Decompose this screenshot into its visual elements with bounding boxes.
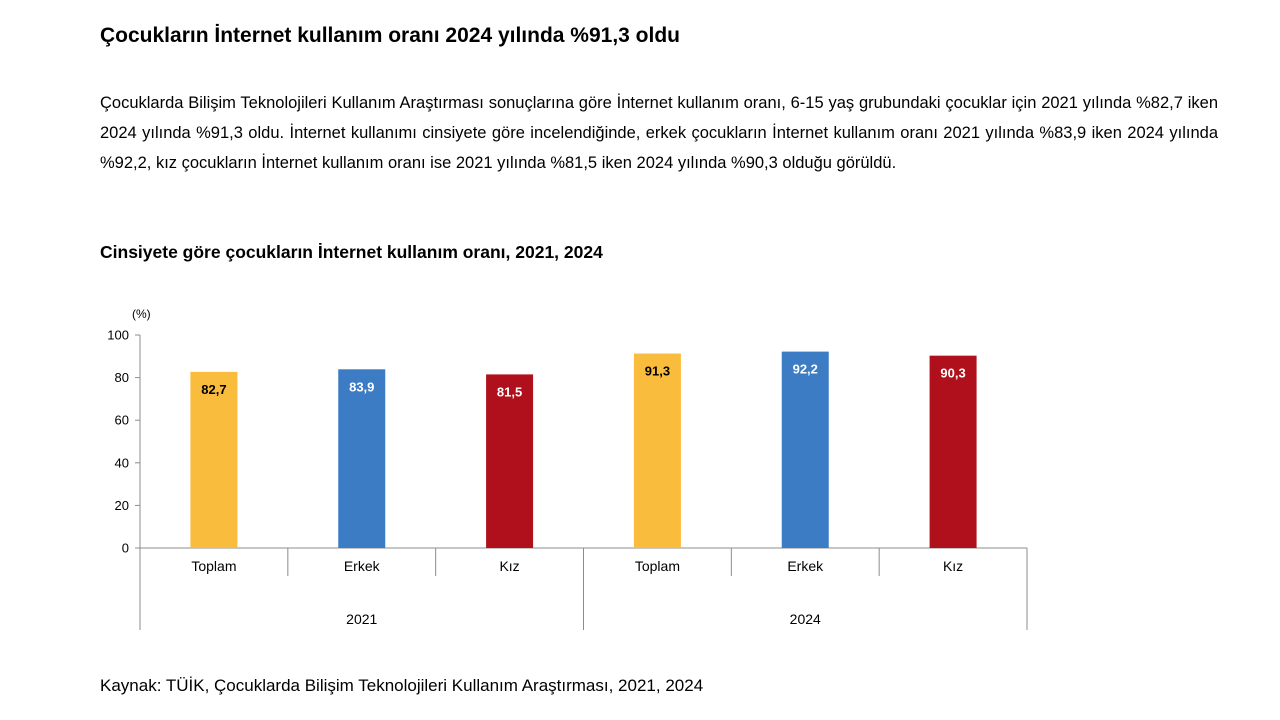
x-group-label: 2021 — [346, 611, 377, 627]
bar-kız-2024 — [929, 355, 977, 548]
x-category-label: Erkek — [344, 558, 381, 574]
x-category-label: Kız — [499, 558, 519, 574]
bar-toplam-2024 — [633, 353, 681, 548]
y-axis-unit-label: (%) — [132, 307, 151, 321]
bar-chart: 0 20 40 60 80 100(%) 82,7 Toplam 83,9 Erkek 81,5 Kı… — [107, 307, 1028, 630]
bar-erkek-2021 — [338, 369, 386, 548]
y-tick-label: 20 — [115, 498, 129, 513]
data-label: 91,3 — [645, 364, 670, 379]
y-tick-label: 60 — [115, 413, 129, 428]
source-note: Kaynak: TÜİK, Çocuklarda Bilişim Teknolo… — [100, 676, 704, 695]
bar-toplam-2021 — [190, 371, 238, 548]
y-tick-label: 40 — [115, 455, 129, 470]
page-title: Çocukların İnternet kullanım oranı 2024 … — [100, 24, 681, 47]
chart-title: Cinsiyete göre çocukların İnternet kulla… — [100, 242, 603, 262]
data-label: 90,3 — [940, 366, 965, 381]
x-category-label: Erkek — [787, 558, 824, 574]
data-label: 81,5 — [497, 384, 522, 399]
x-category-label: Kız — [943, 558, 963, 574]
bar-erkek-2024 — [781, 351, 829, 548]
y-tick-label: 80 — [115, 370, 129, 385]
x-group-label: 2024 — [790, 611, 821, 627]
data-label: 83,9 — [349, 379, 374, 394]
y-tick-label: 0 — [122, 541, 129, 556]
article-paragraph: Çocuklarda Bilişim Teknolojileri Kullanı… — [100, 94, 1218, 172]
x-category-label: Toplam — [191, 558, 236, 574]
data-label: 82,7 — [201, 382, 226, 397]
data-label: 92,2 — [793, 362, 818, 377]
y-tick-label: 100 — [107, 328, 129, 343]
x-category-label: Toplam — [635, 558, 680, 574]
bar-kız-2021 — [486, 374, 534, 548]
